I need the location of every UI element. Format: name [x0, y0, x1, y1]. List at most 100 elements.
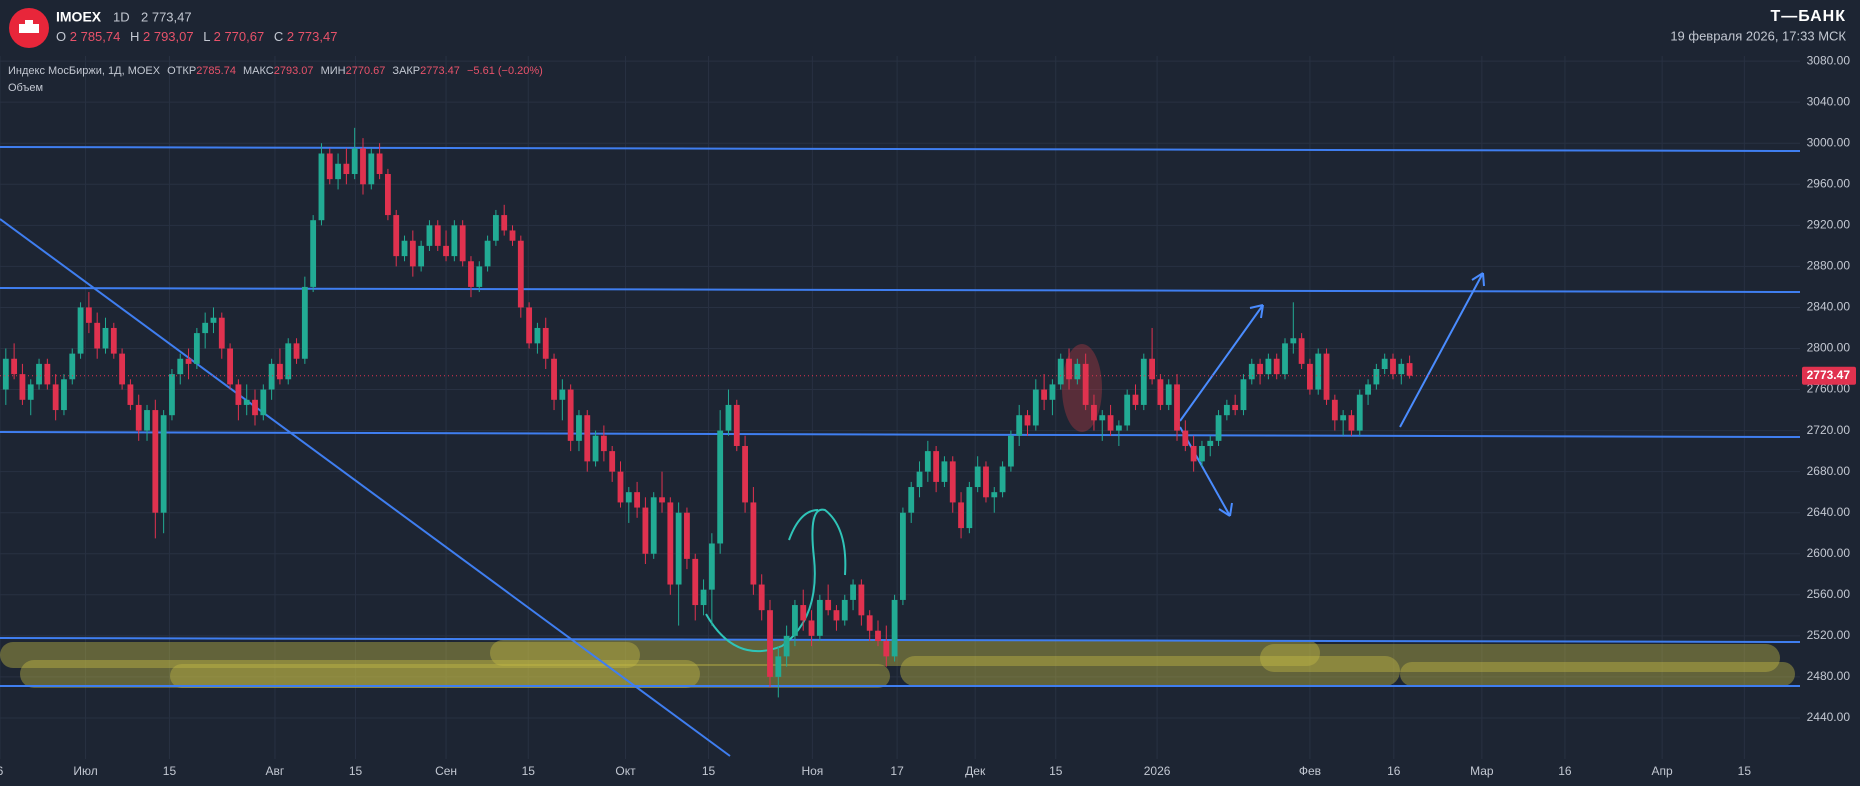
candle-body [983, 466, 989, 498]
candle-body [850, 584, 856, 600]
x-tick-label: Мар [1470, 764, 1494, 778]
y-tick-label: 2520.00 [1807, 628, 1851, 642]
volume-label: Объем [8, 82, 43, 94]
y-tick-label: 3040.00 [1807, 94, 1851, 108]
level-line [0, 637, 1801, 643]
candle-body [775, 656, 782, 677]
candle-body [1149, 358, 1156, 380]
candle-body [742, 445, 748, 503]
candle-body [443, 245, 449, 257]
candle-body [185, 358, 192, 364]
candles [2, 127, 1413, 698]
candle-body [750, 502, 757, 585]
highlight [170, 664, 890, 688]
candle-body [1307, 363, 1313, 390]
candle-body [85, 307, 92, 323]
candle-body [875, 630, 881, 641]
candle-body [310, 220, 317, 287]
candle-body [858, 584, 865, 616]
legend-label: ЗАКР [392, 65, 420, 77]
axes: 2440.00 2480.00 2520.00 2560.00 2600.00 2640.… [0, 53, 1856, 778]
candle-body [991, 492, 998, 498]
candle-body [1165, 384, 1172, 405]
candle-body [252, 399, 258, 416]
candle-body [866, 615, 873, 631]
timestamp: 19 февраля 2026, 17:33 МСК [1670, 28, 1846, 43]
candle-body [476, 266, 483, 287]
y-tick-label: 2560.00 [1807, 587, 1851, 601]
y-tick-label: 2920.00 [1807, 218, 1851, 232]
candle-body [642, 507, 649, 554]
y-tick-label: 2720.00 [1807, 423, 1851, 437]
candle-body [285, 343, 292, 380]
candle-body [1265, 358, 1272, 375]
ohlc-label: H [130, 29, 139, 44]
candle-body [1115, 425, 1122, 431]
candle-body [451, 225, 458, 257]
candle-body [1315, 353, 1322, 390]
candle-body [1099, 415, 1106, 421]
x-tick-label: 15 [702, 764, 716, 778]
y-tick-label: 2960.00 [1807, 176, 1851, 190]
candle-body [891, 599, 898, 657]
candle-body [393, 215, 400, 257]
y-tick-label: 2680.00 [1807, 464, 1851, 478]
legend-value: 2770.67 [346, 65, 386, 77]
candle-body [335, 163, 341, 180]
candle-body [592, 435, 599, 462]
highlight [1400, 662, 1795, 686]
candle-body [110, 327, 117, 354]
highlight-band [0, 640, 1795, 688]
candle-body [833, 610, 840, 621]
candle-body [94, 322, 101, 349]
candle-body [434, 225, 441, 246]
candle-body [808, 620, 815, 636]
candle-body [160, 415, 167, 513]
candle-body [426, 225, 433, 246]
candle-body [1373, 369, 1380, 385]
x-tick-label: Ноя [801, 764, 823, 778]
x-tick-label: Фев [1299, 764, 1321, 778]
legend-label: МИН [321, 65, 346, 77]
legend-change: −5.61 (−0.20%) [467, 65, 543, 77]
arrow [1179, 304, 1264, 422]
x-tick-label: Авг [266, 764, 285, 778]
candle-body [1365, 384, 1371, 395]
candle-body [1406, 363, 1413, 376]
candle-body [1057, 358, 1064, 385]
candle-body [152, 410, 159, 513]
candle-body [177, 358, 184, 375]
candle-body [916, 471, 923, 488]
candle-body [717, 430, 724, 544]
candle-body [792, 605, 798, 636]
candle-body [966, 487, 973, 529]
candle-body [725, 404, 732, 431]
arrow [1179, 426, 1233, 517]
candle-body [1199, 445, 1205, 462]
candle-body [900, 512, 906, 600]
candle-body [974, 466, 981, 488]
legend-label: МАКС [243, 65, 274, 77]
candle-body [1348, 415, 1355, 431]
freehand [705, 508, 847, 653]
candle-body [36, 363, 42, 385]
candle-body [576, 415, 582, 441]
ohlc-value: 2 785,74 [70, 29, 121, 44]
x-tick-label: Апр [1652, 764, 1674, 778]
candle-body [326, 153, 333, 180]
ohlc-value: 2 793,07 [143, 29, 194, 44]
arrows [1179, 272, 1485, 517]
candle-body [77, 307, 84, 354]
candle-body [210, 317, 217, 323]
candle-body [816, 599, 823, 636]
header-bg [0, 0, 1860, 56]
candle-body [27, 384, 34, 400]
candle-body [235, 384, 242, 405]
candle-body [625, 492, 632, 503]
candle-body [958, 502, 964, 529]
candle-body [841, 599, 848, 621]
candle-body [1340, 415, 1347, 421]
candle-body [1157, 379, 1164, 405]
y-tick-label: 2480.00 [1807, 669, 1851, 683]
